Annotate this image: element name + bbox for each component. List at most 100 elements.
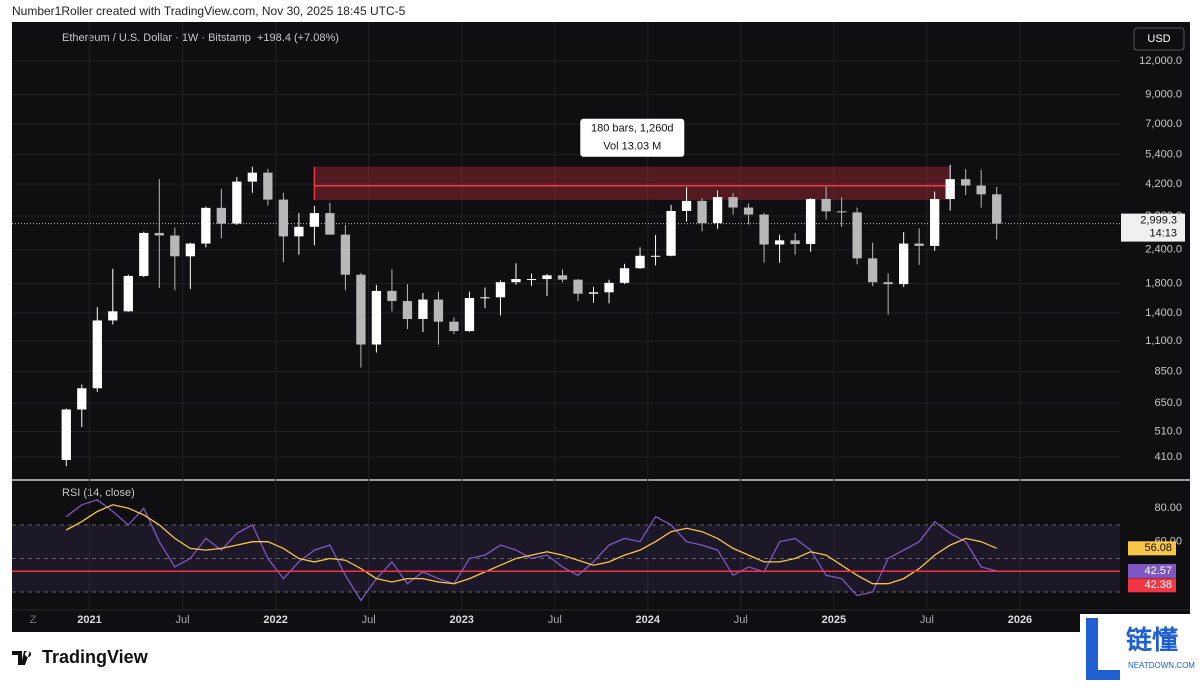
candle-body xyxy=(402,301,413,320)
x-tick-label: Jul xyxy=(362,614,376,626)
measure-label: 180 bars, 1,260d xyxy=(591,123,674,135)
candle-body xyxy=(712,197,723,224)
candle-body xyxy=(340,234,351,275)
candle-body xyxy=(108,311,118,321)
grid xyxy=(12,22,1120,610)
candle-body xyxy=(433,299,444,322)
candle-body xyxy=(371,290,382,345)
candle-body xyxy=(185,243,195,257)
candle-body xyxy=(681,200,692,211)
candle-body xyxy=(418,299,428,320)
x-tick-label: 2024 xyxy=(636,614,661,626)
candle-body xyxy=(123,275,133,312)
candle-body xyxy=(743,207,754,215)
candle-body xyxy=(449,321,459,332)
candle-body xyxy=(294,226,304,237)
x-tick-label: Jul xyxy=(176,614,190,626)
candle-body xyxy=(387,290,397,302)
candle-body xyxy=(961,179,971,186)
candle-body xyxy=(976,185,986,195)
rsi-value-box xyxy=(1128,578,1176,593)
x-tick-label: Jul xyxy=(920,614,934,626)
x-tick-label: Jul xyxy=(734,614,748,626)
candle-body xyxy=(356,274,366,345)
y-tick-label: 2,400.0 xyxy=(1145,244,1182,256)
candle-body xyxy=(92,320,102,389)
y-tick-label: 5,400.0 xyxy=(1145,149,1182,161)
candle-body xyxy=(992,194,1002,224)
watermark-site: NEATDOWN.COM xyxy=(1128,661,1195,670)
candle-body xyxy=(697,200,707,224)
candle-body xyxy=(170,235,180,257)
candle-body xyxy=(77,388,87,410)
rsi-line xyxy=(65,499,997,602)
x-tick-label: 2025 xyxy=(822,614,846,626)
y-tick-label: 4,200.0 xyxy=(1145,178,1182,190)
candle-body xyxy=(201,207,211,244)
brand-logo xyxy=(12,651,32,665)
candle-body xyxy=(852,212,862,259)
candle-body xyxy=(263,172,273,200)
candle-body xyxy=(247,172,258,182)
candle-body xyxy=(945,179,955,199)
rsi-value-label: 42.38 xyxy=(1144,579,1172,591)
x-tick-label: 2022 xyxy=(263,614,287,626)
rsi-value-label: 42.57 xyxy=(1144,565,1172,577)
candle-body xyxy=(232,181,242,224)
candle-body xyxy=(759,214,769,245)
y-tick-label: 510.0 xyxy=(1154,425,1182,437)
watermark-logo xyxy=(1086,618,1120,680)
candle-body xyxy=(464,298,475,332)
candle-body xyxy=(728,197,738,208)
y-tick-label: 650.0 xyxy=(1154,397,1182,409)
y-tick-label: 12,000.0 xyxy=(1139,55,1182,67)
rsi-tick-label: 80.00 xyxy=(1154,502,1182,514)
rsi-value-box xyxy=(1128,541,1176,556)
y-tick-label: 1,100.0 xyxy=(1145,335,1182,347)
x-tick-label: 2023 xyxy=(449,614,473,626)
candle-body xyxy=(821,198,831,212)
x-tick-label: 2026 xyxy=(1008,614,1032,626)
candle-body xyxy=(573,279,583,294)
candle-body xyxy=(914,243,924,246)
currency[interactable]: USD xyxy=(1147,33,1170,45)
attribution: Number1Roller created with TradingView.c… xyxy=(12,4,406,18)
change: +198.4 (+7.08%) xyxy=(257,32,339,44)
candle-body xyxy=(495,282,506,298)
candle-body xyxy=(309,213,320,227)
candle-body xyxy=(836,211,847,213)
candle-body xyxy=(650,255,661,257)
y-tick-label: 7,000.0 xyxy=(1145,118,1182,130)
rsi-ma-line xyxy=(65,504,997,585)
candle-body xyxy=(899,243,909,285)
x-tick-label: 2021 xyxy=(77,614,101,626)
y-tick-label: 1,800.0 xyxy=(1145,277,1182,289)
timezone-button[interactable]: Z xyxy=(30,614,37,626)
rsi-value-label: 56.08 xyxy=(1144,542,1172,554)
candle-body xyxy=(604,282,614,293)
y-tick-label: 9,000.0 xyxy=(1145,89,1182,101)
symbol-title: Ethereum / U.S. Dollar · 1W · Bitstamp xyxy=(62,32,251,44)
candle-body xyxy=(790,240,800,245)
x-tick-label: Jul xyxy=(548,614,562,626)
candle-body xyxy=(805,198,816,245)
countdown: 14:13 xyxy=(1149,228,1177,240)
brand: TradingView xyxy=(42,647,149,667)
y-tick-label: 410.0 xyxy=(1154,451,1182,463)
rsi-value-box xyxy=(1128,563,1176,578)
candle-body xyxy=(139,232,149,276)
candle-body xyxy=(867,258,878,283)
candle-body xyxy=(666,210,676,256)
y-tick-label: 1,400.0 xyxy=(1145,307,1182,319)
candle-body xyxy=(557,275,568,280)
candle-body xyxy=(154,232,164,236)
candle-body xyxy=(883,282,893,285)
candle-body xyxy=(588,292,599,294)
y-tick-label: 850.0 xyxy=(1154,365,1182,377)
candle-body xyxy=(216,207,226,224)
currency-button[interactable] xyxy=(1133,27,1185,51)
measure-label-box xyxy=(580,118,685,157)
candle-body xyxy=(619,268,630,283)
candle-body xyxy=(774,240,785,245)
